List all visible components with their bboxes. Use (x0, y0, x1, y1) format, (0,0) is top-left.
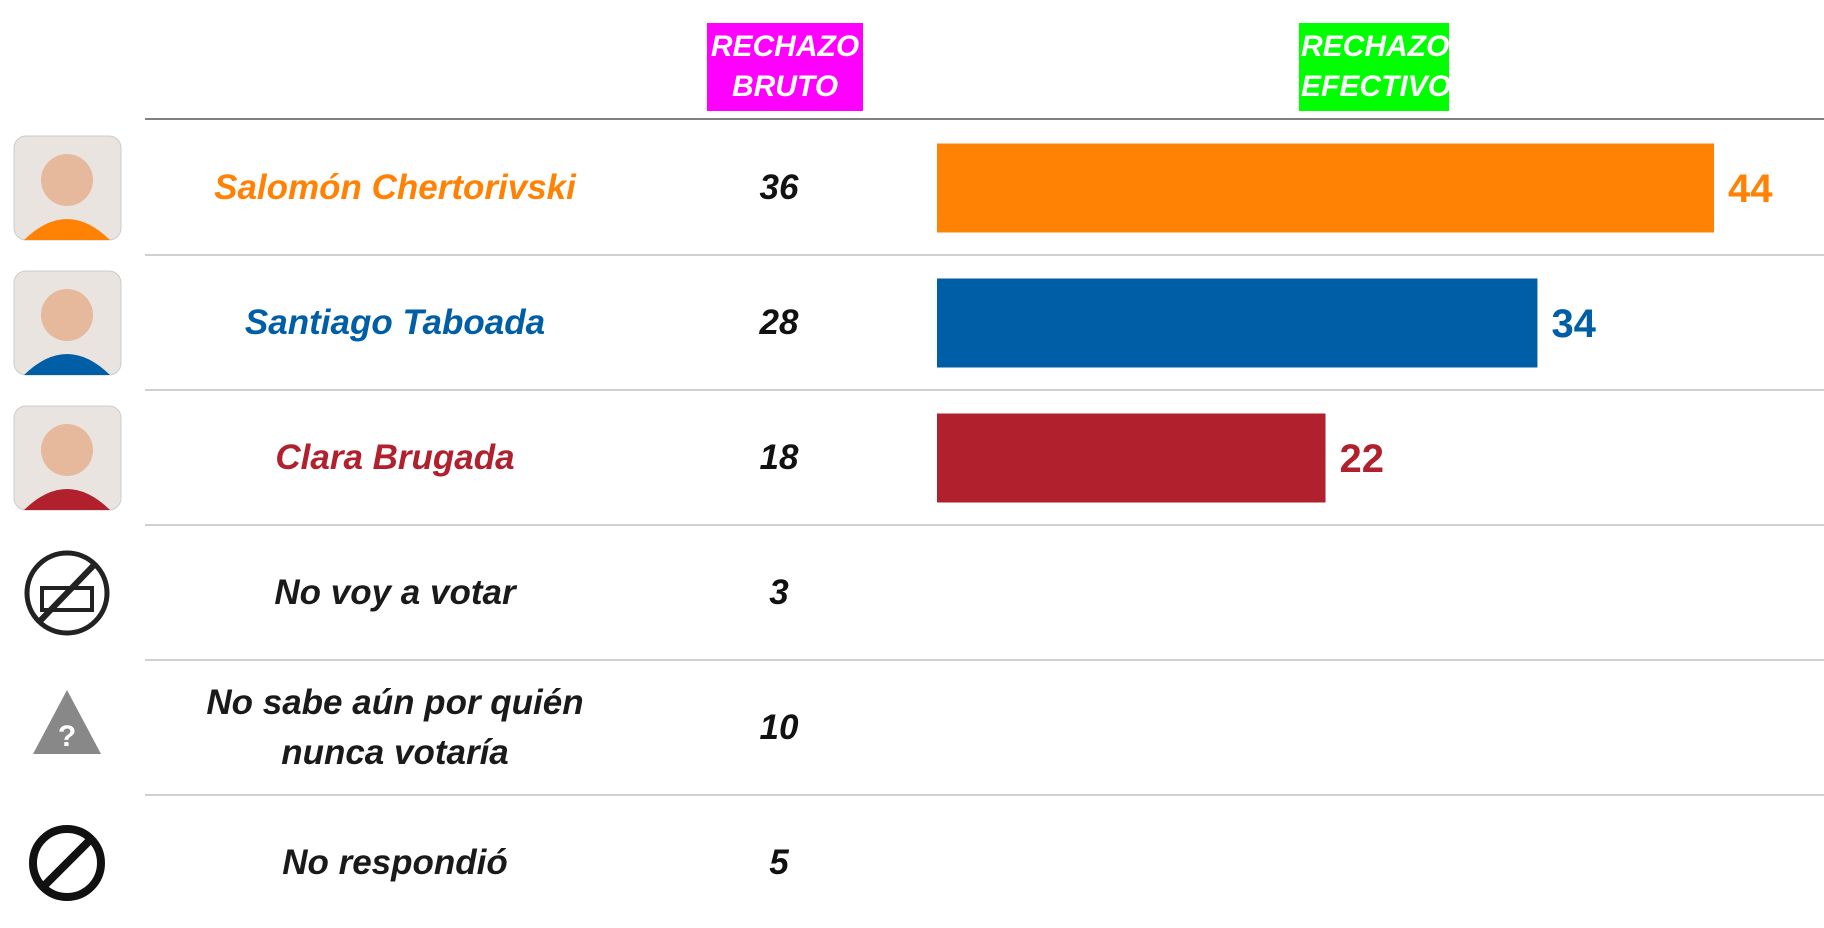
photo-face (41, 289, 93, 341)
icon (40, 565, 94, 621)
page: 443422? (() => { const data = JSON.parse… (0, 0, 1824, 928)
raw-value: 36 (729, 158, 829, 218)
category-label: No voy a votar (185, 533, 605, 653)
bar-value-label: 34 (1551, 302, 1596, 346)
bar-value-label: 22 (1340, 437, 1385, 481)
category-label: Salomón Chertorivski (185, 128, 605, 248)
bar (937, 414, 1326, 503)
category-label: No respondió (185, 803, 605, 923)
icon (43, 839, 91, 887)
raw-value: 10 (729, 698, 829, 758)
category-label: Santiago Taboada (185, 263, 605, 383)
photo-face (41, 424, 93, 476)
raw-value: 28 (729, 293, 829, 353)
photo-face (41, 154, 93, 206)
raw-value: 5 (729, 833, 829, 893)
category-label: No sabe aún por quién nunca votaría (185, 668, 605, 788)
raw-value: 3 (729, 563, 829, 623)
series-header: RECHAZO EFECTIVO (1299, 23, 1449, 111)
bar (937, 279, 1537, 368)
raw-value: 18 (729, 428, 829, 488)
series-header: RECHAZO BRUTO (707, 23, 863, 111)
bar (937, 144, 1714, 233)
icon: ? (58, 720, 76, 753)
bar-value-label: 44 (1728, 167, 1773, 211)
category-label: Clara Brugada (185, 398, 605, 518)
